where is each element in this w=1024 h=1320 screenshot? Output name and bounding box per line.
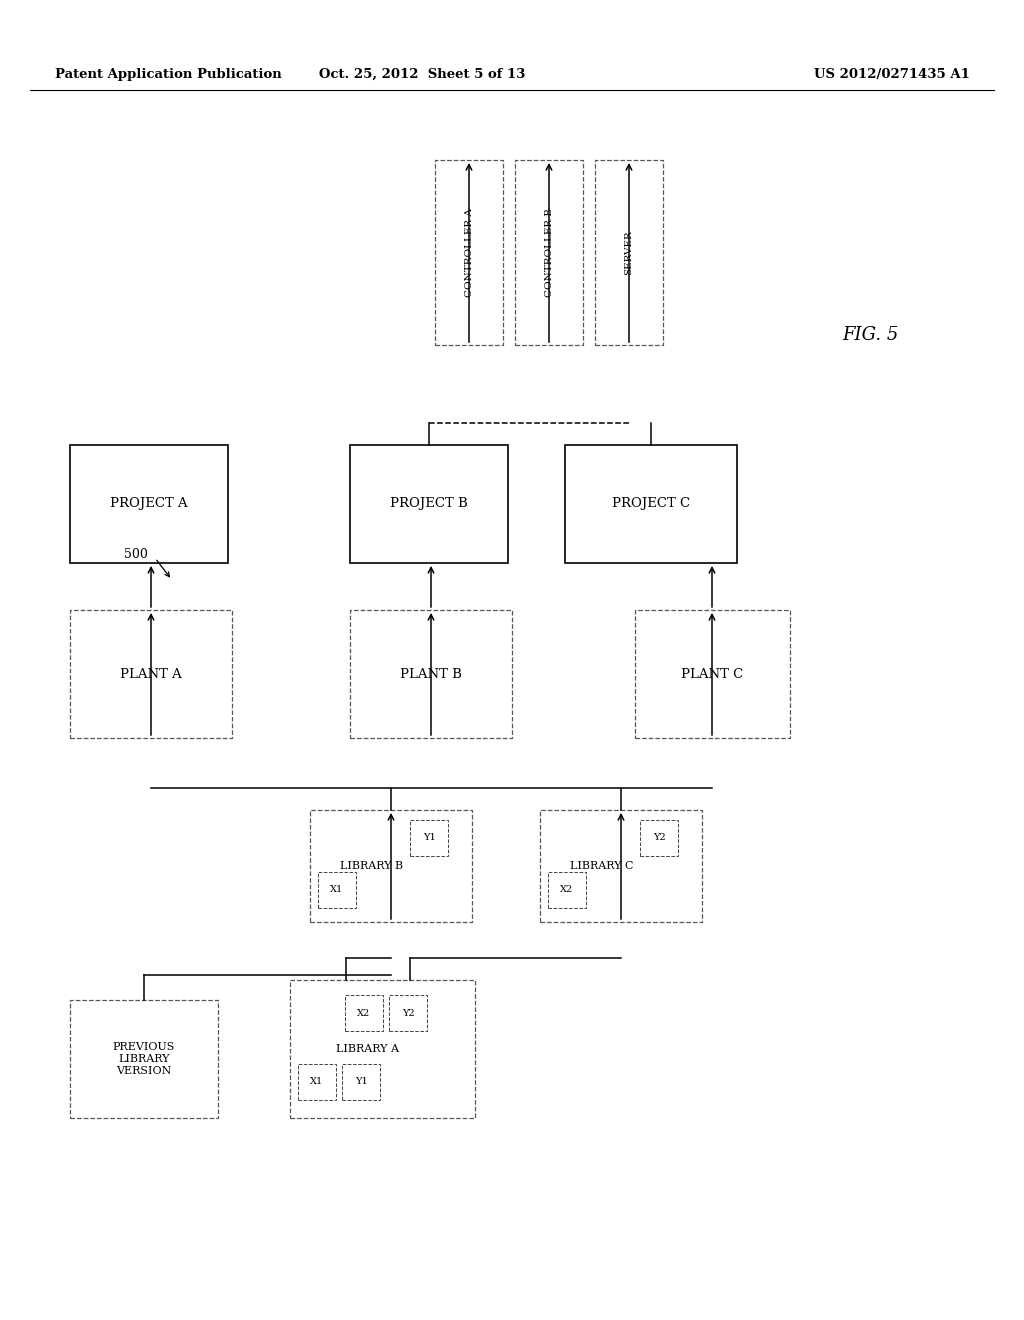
Bar	[70, 1001, 218, 1118]
Text: Patent Application Publication: Patent Application Publication	[55, 69, 282, 81]
Text: PLANT A: PLANT A	[120, 668, 182, 681]
Bar	[70, 445, 228, 564]
Text: Y2: Y2	[401, 1008, 415, 1018]
Text: PROJECT C: PROJECT C	[612, 498, 690, 511]
Bar	[540, 810, 702, 921]
Text: X2: X2	[357, 1008, 371, 1018]
Text: Y1: Y1	[423, 833, 435, 842]
Text: Y2: Y2	[652, 833, 666, 842]
Bar	[640, 820, 678, 855]
Text: 500: 500	[124, 549, 148, 561]
Bar	[290, 979, 475, 1118]
Text: X1: X1	[310, 1077, 324, 1086]
Text: PROJECT B: PROJECT B	[390, 498, 468, 511]
Text: FIG. 5: FIG. 5	[842, 326, 898, 345]
Text: SERVER: SERVER	[625, 230, 634, 275]
Bar	[435, 160, 503, 345]
Bar	[635, 610, 790, 738]
Bar	[298, 1064, 336, 1100]
Text: PLANT C: PLANT C	[681, 668, 743, 681]
Bar	[548, 873, 586, 908]
Bar	[410, 820, 449, 855]
Bar	[350, 445, 508, 564]
Bar	[70, 610, 232, 738]
Text: LIBRARY A: LIBRARY A	[336, 1044, 399, 1053]
Bar	[318, 873, 356, 908]
Bar	[565, 445, 737, 564]
Bar	[310, 810, 472, 921]
Text: Y1: Y1	[354, 1077, 368, 1086]
Text: CONTROLLER B: CONTROLLER B	[545, 209, 554, 297]
Bar	[342, 1064, 380, 1100]
Bar	[389, 995, 427, 1031]
Text: PROJECT A: PROJECT A	[111, 498, 187, 511]
Text: CONTROLLER A: CONTROLLER A	[465, 209, 473, 297]
Text: PLANT B: PLANT B	[400, 668, 462, 681]
Text: Oct. 25, 2012  Sheet 5 of 13: Oct. 25, 2012 Sheet 5 of 13	[318, 69, 525, 81]
Text: X2: X2	[560, 886, 573, 895]
Text: X1: X1	[331, 886, 344, 895]
Text: LIBRARY C: LIBRARY C	[569, 861, 633, 871]
Bar	[345, 995, 383, 1031]
Bar	[595, 160, 663, 345]
Text: US 2012/0271435 A1: US 2012/0271435 A1	[814, 69, 970, 81]
Text: LIBRARY B: LIBRARY B	[340, 861, 403, 871]
Bar	[515, 160, 583, 345]
Text: PREVIOUS
LIBRARY
VERSION: PREVIOUS LIBRARY VERSION	[113, 1043, 175, 1076]
Bar	[350, 610, 512, 738]
